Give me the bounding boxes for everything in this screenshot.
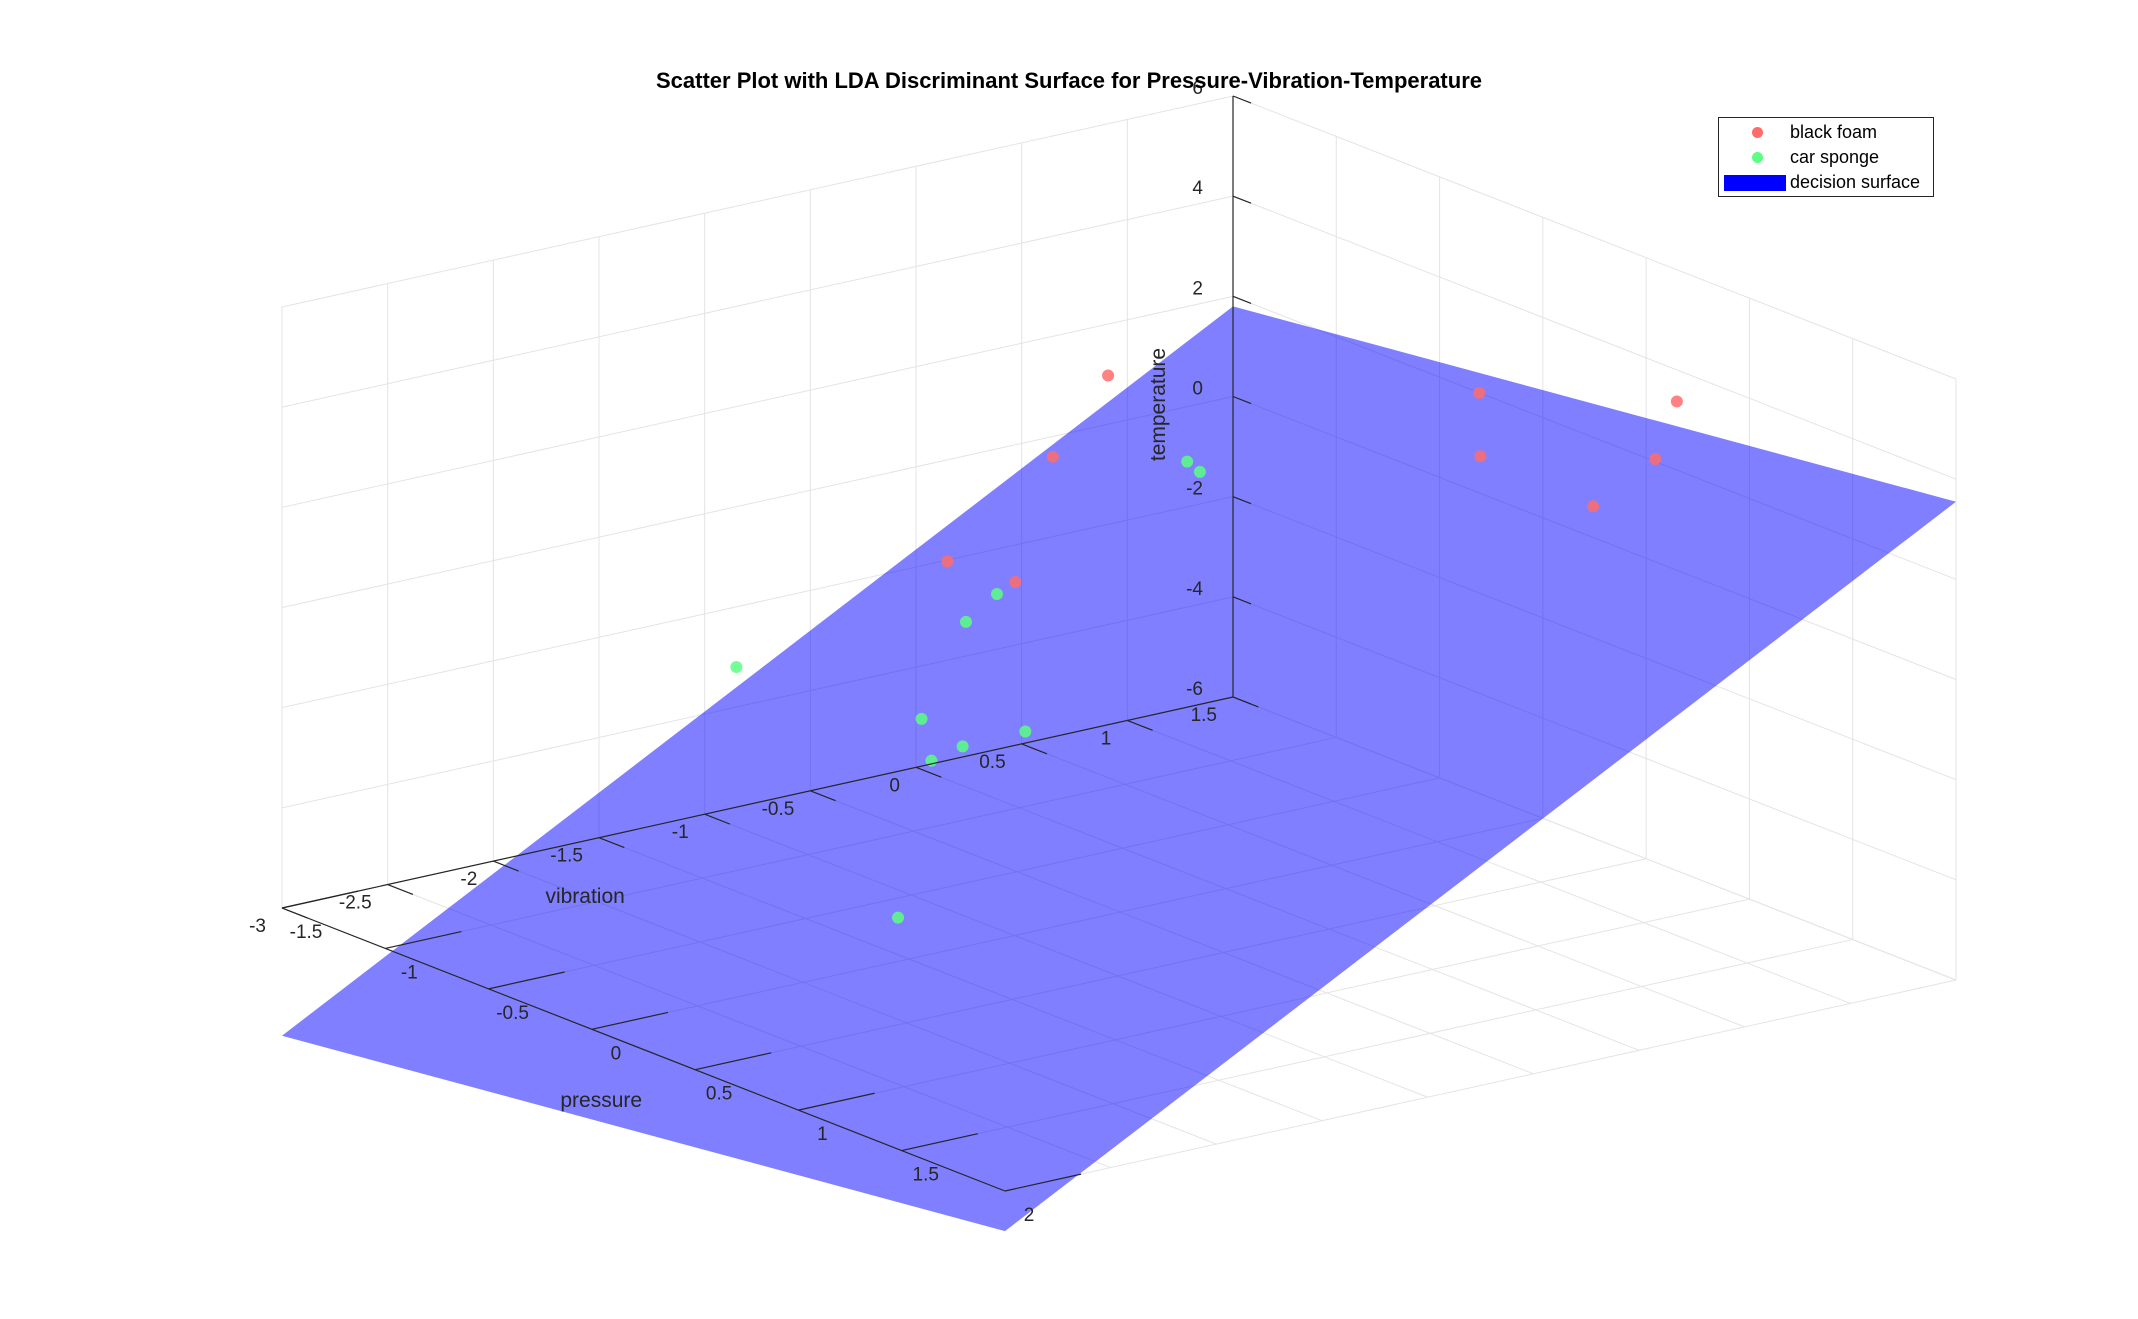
point-car-sponge — [1193, 465, 1206, 478]
grid-line — [1232, 95, 1957, 380]
y-tick — [493, 860, 519, 872]
x-tick-label: 1.5 — [913, 1165, 939, 1186]
point-black-foam — [1587, 500, 1600, 513]
x-tick — [901, 1133, 978, 1152]
point-car-sponge — [990, 587, 1003, 600]
y-tick — [704, 813, 731, 825]
y-tick — [598, 837, 625, 849]
labels-layer: -1.5 -1 -0.5 0 0.5 1 1.5 2 -3 -2.5 -2 -1.5 -1 -0.5 0 0.… — [249, 78, 1217, 1226]
y-axis-line — [281, 696, 1234, 909]
z-tick-label: 4 — [1192, 178, 1203, 199]
y-tick-label: -2.5 — [339, 893, 372, 914]
y-tick — [281, 907, 308, 919]
legend-label-decision-surface: decision surface — [1790, 172, 1921, 192]
z-tick — [1232, 395, 1252, 405]
z-tick-label: -6 — [1186, 679, 1203, 700]
point-black-foam — [1009, 575, 1022, 588]
z-tick-label: 0 — [1192, 379, 1203, 400]
x-tick-label: 0.5 — [706, 1084, 732, 1105]
axes-layer — [281, 95, 1259, 1192]
z-tick-label: -2 — [1186, 479, 1203, 500]
point-car-sponge — [730, 660, 743, 673]
point-black-foam — [1046, 450, 1059, 463]
y-tick — [915, 766, 942, 778]
z-tick-label: 6 — [1192, 78, 1203, 99]
x-tick-label: 1 — [817, 1124, 828, 1145]
z-tick — [1232, 696, 1252, 705]
grid-line — [281, 295, 1234, 508]
y-axis-label: vibration — [545, 885, 624, 908]
grid-line — [1232, 195, 1957, 480]
z-tick-label: 2 — [1192, 278, 1203, 299]
x-tick — [695, 1052, 772, 1071]
z-tick — [1232, 295, 1252, 304]
legend-marker-car-sponge — [1752, 152, 1763, 163]
x-tick-label: -0.5 — [496, 1003, 529, 1024]
surface-layer — [282, 306, 1956, 1232]
x-tick — [798, 1092, 875, 1111]
z-tick-label: -4 — [1186, 579, 1203, 600]
y-tick-label: 0.5 — [979, 752, 1005, 773]
grid-line — [281, 95, 1234, 308]
x-tick-label: 0 — [611, 1043, 622, 1064]
x-tick — [385, 930, 462, 950]
legend-marker-black-foam — [1752, 127, 1763, 138]
point-car-sponge — [1019, 725, 1032, 738]
y-tick-label: -3 — [249, 916, 266, 937]
legend-label-black-foam: black foam — [1790, 122, 1878, 142]
y-tick-label: -0.5 — [762, 799, 795, 820]
y-tick — [810, 790, 836, 802]
x-tick-label: -1.5 — [290, 922, 323, 943]
point-car-sponge — [892, 911, 905, 924]
x-tick — [488, 971, 565, 990]
x-tick — [281, 890, 359, 909]
legend-entry-black-foam: black foam — [1719, 120, 1933, 144]
x-tick — [591, 1011, 669, 1030]
points-layer — [730, 369, 1683, 924]
point-black-foam — [1473, 386, 1486, 399]
point-car-sponge — [915, 712, 928, 725]
legend-patch-decision-surface — [1724, 175, 1786, 191]
y-tick-label: 1 — [1101, 728, 1112, 749]
x-tick-label: -1 — [401, 962, 418, 983]
point-black-foam — [1670, 395, 1683, 408]
point-black-foam — [1102, 369, 1115, 382]
x-axis-line — [281, 907, 1006, 1192]
z-tick — [1232, 95, 1252, 104]
z-tick — [1232, 596, 1252, 605]
y-tick-label: -2 — [460, 869, 477, 890]
y-tick-label: 0 — [889, 775, 900, 796]
y-tick-label: -1 — [672, 822, 689, 843]
legend-label-car-sponge: car sponge — [1790, 147, 1880, 167]
z-tick — [1232, 195, 1252, 204]
point-car-sponge — [956, 740, 969, 753]
point-car-sponge — [959, 615, 972, 628]
y-tick-label: -1.5 — [550, 846, 583, 867]
decision-surface — [282, 306, 1956, 1232]
point-black-foam — [1649, 452, 1662, 465]
x-axis-label: pressure — [560, 1089, 642, 1112]
y-tick-label: 1.5 — [1191, 705, 1217, 726]
point-black-foam — [941, 555, 954, 568]
grid-line — [1004, 979, 1957, 1192]
z-tick — [1232, 496, 1252, 505]
z-axis-label: temperature — [1147, 348, 1170, 461]
y-tick — [1127, 719, 1153, 731]
y-tick — [387, 883, 414, 896]
grid-line — [281, 195, 1234, 408]
x-tick — [1004, 1173, 1082, 1192]
legend-entry-decision-surface: decision surface — [1719, 170, 1933, 194]
legend-entry-car-sponge: car sponge — [1719, 145, 1933, 169]
point-black-foam — [1474, 450, 1487, 463]
chart-title: Scatter Plot with LDA Discriminant Surfa… — [655, 68, 1482, 93]
x-tick-label: 2 — [1024, 1205, 1035, 1226]
y-tick — [1021, 743, 1048, 755]
point-car-sponge — [1181, 455, 1194, 468]
legend[interactable]: black foam car sponge decision surface — [1718, 117, 1934, 197]
